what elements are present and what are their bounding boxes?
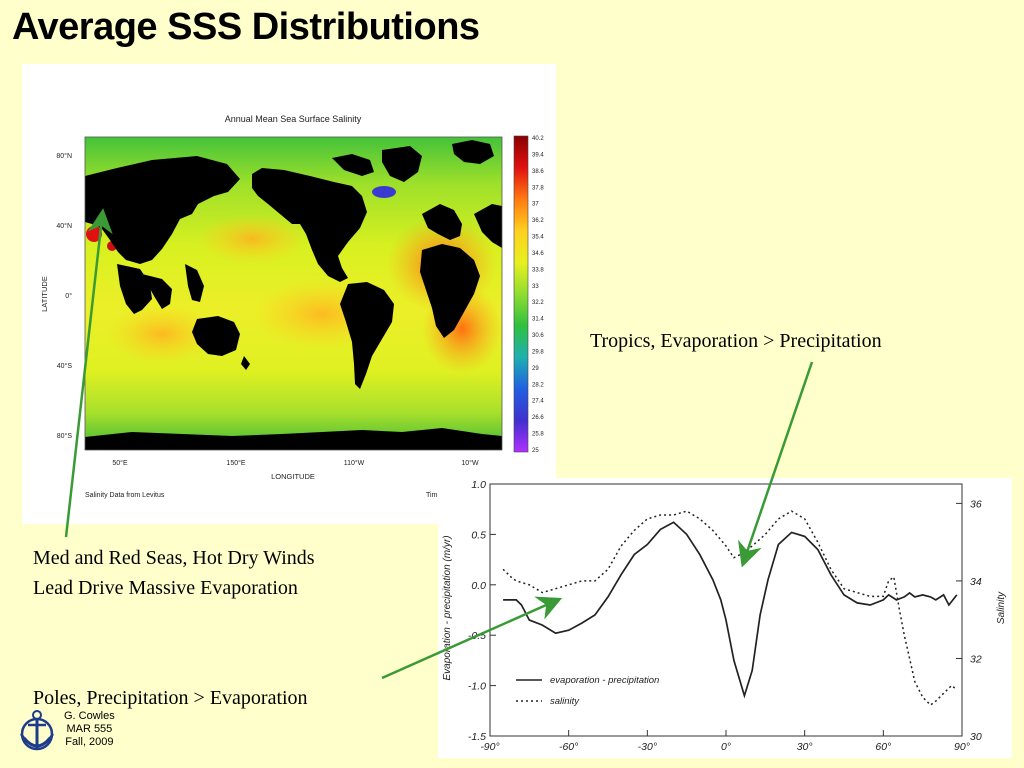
lon-tick-label: 150°E [226,459,245,467]
series-evaporation-precipitation [503,521,958,699]
colorbar-tick-label: 32.2 [532,300,544,306]
map-plot-area [84,136,503,451]
left-tick-label: 0.0 [471,580,486,592]
right-tick-label: 32 [970,653,982,665]
lon-tick-label: 50°E [112,459,128,467]
colorbar-tick-label: 35.4 [532,235,544,241]
x-tick-label: 60° [875,741,891,753]
colorbar-tick-label: 27.4 [532,399,544,405]
salinity-map-panel: Annual Mean Sea Surface Salinity [22,64,556,524]
map-colorbar: 40.2 39.4 38.6 37.8 37 36.2 35.4 34.6 33.8 33 32.2… [513,135,544,454]
chart-legend: evaporation - precipitation salinity [516,675,659,707]
left-tick-label: -1.5 [468,731,486,743]
map-x-axis-label: LONGITUDE [271,472,315,481]
credit-line: MAR 555 [66,723,113,735]
colorbar-tick-label: 33 [532,284,539,290]
map-source-note: Salinity Data from Levitus [85,492,165,499]
annotation-med-line1: Med and Red Seas, Hot Dry Winds [33,547,315,569]
colorbar-tick-label: 38.6 [532,169,544,175]
lat-tick-label: 80°N [56,152,72,160]
map-y-axis-label: LATITUDE [40,276,49,312]
colorbar-tick-label: 26.6 [532,415,544,421]
land-masses [85,140,502,450]
map-lat-axis: 80°N 40°N 0° 40°S 80°S LATITUDE [40,152,72,440]
annotation-tropics: Tropics, Evaporation > Precipitation [590,330,882,352]
lat-tick-label: 80°S [57,432,73,440]
colorbar-tick-label: 31.4 [532,317,544,323]
left-tick-label: -0.5 [468,630,486,642]
right-tick-label: 30 [970,731,982,743]
left-tick-label: -1.0 [468,681,486,693]
annotation-poles: Poles, Precipitation > Evaporation [33,687,308,709]
colorbar-tick-label: 29 [532,366,539,372]
x-tick-label: -30° [638,741,657,753]
colorbar-tick-label: 30.6 [532,333,544,339]
lat-tick-label: 40°N [56,222,72,230]
colorbar-tick-label: 25 [532,448,539,454]
x-tick-label: 90° [954,741,970,753]
lon-tick-label: 10°W [461,459,479,467]
colorbar-tick-label: 37.8 [532,185,544,191]
map-source-note-right: Tim [426,492,438,499]
legend-label-salinity: salinity [550,696,580,707]
lat-tick-label: 0° [65,292,72,300]
colorbar-tick-label: 34.6 [532,251,544,257]
x-tick-label: -60° [559,741,578,753]
legend-label-ep: evaporation - precipitation [550,675,659,686]
salinity-map-figure: Annual Mean Sea Surface Salinity [40,114,544,499]
colorbar-tick-label: 28.2 [532,382,544,388]
anchor-logo [20,710,54,751]
evap-salinity-graph-panel: 1.0 0.5 0.0 -0.5 -1.0 -1.5 36 34 32 30 -90° -60° -… [438,478,1012,758]
colorbar-tick-label: 29.8 [532,349,544,355]
left-y-axis-label: Evaporation - precipitation (m/yr) [442,535,453,680]
left-tick-label: 1.0 [471,479,486,491]
left-tick-label: 0.5 [471,529,486,541]
map-lon-axis: 50°E 150°E 110°W 10°W LONGITUDE Salinity… [85,459,479,499]
lon-tick-label: 110°W [344,459,365,467]
x-tick-label: 0° [721,741,731,753]
colorbar-tick-label: 37 [532,202,539,208]
colorbar-tick-label: 25.8 [532,432,544,438]
colorbar-tick-label: 40.2 [532,136,544,142]
colorbar-tick-label: 39.4 [532,152,544,158]
annotation-med-line2: Lead Drive Massive Evaporation [33,577,298,599]
colorbar-tick-label: 36.2 [532,218,544,224]
colorbar-tick-label: 33.8 [532,267,544,273]
credit-line: Fall, 2009 [65,736,114,748]
credit-line: G. Cowles [64,710,115,722]
right-tick-label: 36 [970,498,982,510]
x-tick-label: 30° [797,741,813,753]
right-y-axis-label: Salinity [996,591,1007,624]
right-tick-label: 34 [970,576,982,588]
evap-salinity-chart: 1.0 0.5 0.0 -0.5 -1.0 -1.5 36 34 32 30 -90° -60° -… [442,479,1007,753]
x-tick-label: -90° [480,741,499,753]
lat-tick-label: 40°S [57,362,73,370]
map-title: Annual Mean Sea Surface Salinity [225,114,362,124]
slide-title: Average SSS Distributions [12,6,480,48]
author-credit: G. Cowles MAR 555 Fall, 2009 [64,710,115,749]
